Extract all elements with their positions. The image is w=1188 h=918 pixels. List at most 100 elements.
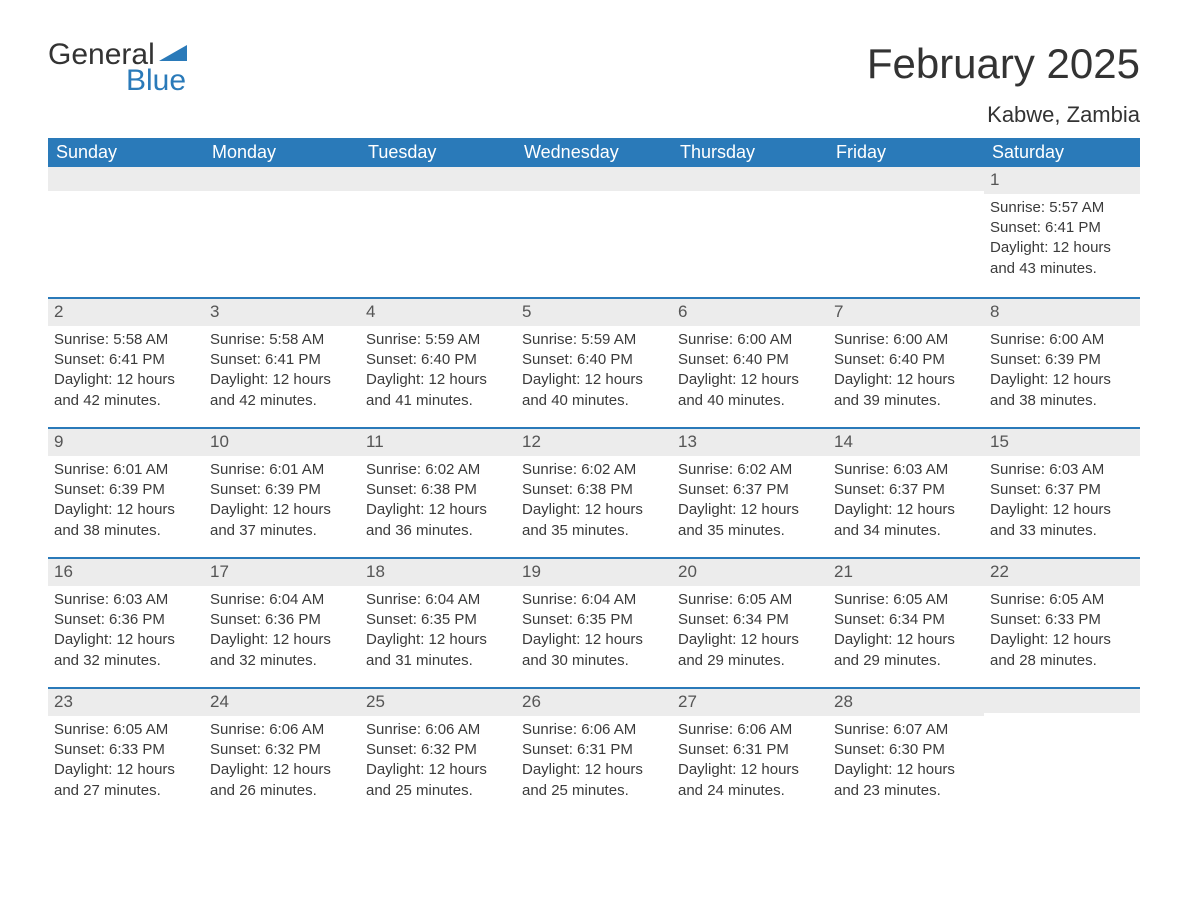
sunset-line: Sunset: 6:35 PM bbox=[522, 610, 666, 630]
daylight-line: Daylight: 12 hours and 41 minutes. bbox=[366, 370, 510, 411]
day-number: 15 bbox=[984, 429, 1140, 456]
day-header: Monday bbox=[204, 138, 360, 167]
day-details: Sunrise: 5:59 AMSunset: 6:40 PMDaylight:… bbox=[360, 326, 516, 427]
sunrise-line: Sunrise: 6:00 AM bbox=[834, 330, 978, 350]
day-details: Sunrise: 6:06 AMSunset: 6:31 PMDaylight:… bbox=[672, 716, 828, 817]
daylight-line: Daylight: 12 hours and 43 minutes. bbox=[990, 238, 1134, 279]
calendar-day: 1 Sunrise: 5:57 AMSunset: 6:41 PMDaylight… bbox=[984, 167, 1140, 297]
day-number: 11 bbox=[360, 429, 516, 456]
sunset-line: Sunset: 6:34 PM bbox=[678, 610, 822, 630]
day-header: Friday bbox=[828, 138, 984, 167]
day-number bbox=[984, 689, 1140, 713]
daylight-line: Daylight: 12 hours and 24 minutes. bbox=[678, 760, 822, 801]
day-details: Sunrise: 6:05 AMSunset: 6:34 PMDaylight:… bbox=[672, 586, 828, 687]
calendar-day: 22Sunrise: 6:05 AMSunset: 6:33 PMDayligh… bbox=[984, 559, 1140, 687]
calendar-day: 9Sunrise: 6:01 AMSunset: 6:39 PMDaylight… bbox=[48, 429, 204, 557]
day-number: 1 bbox=[984, 167, 1140, 194]
day-number: 25 bbox=[360, 689, 516, 716]
sunrise-line: Sunrise: 5:59 AM bbox=[522, 330, 666, 350]
day-number: 5 bbox=[516, 299, 672, 326]
sunrise-line: Sunrise: 6:02 AM bbox=[366, 460, 510, 480]
daylight-line: Daylight: 12 hours and 32 minutes. bbox=[210, 630, 354, 671]
daylight-line: Daylight: 12 hours and 42 minutes. bbox=[54, 370, 198, 411]
sunrise-line: Sunrise: 5:57 AM bbox=[990, 198, 1134, 218]
daylight-line: Daylight: 12 hours and 23 minutes. bbox=[834, 760, 978, 801]
sunrise-line: Sunrise: 6:05 AM bbox=[54, 720, 198, 740]
day-header: Sunday bbox=[48, 138, 204, 167]
calendar-day: 24Sunrise: 6:06 AMSunset: 6:32 PMDayligh… bbox=[204, 689, 360, 817]
sunset-line: Sunset: 6:39 PM bbox=[54, 480, 198, 500]
calendar-day: 19Sunrise: 6:04 AMSunset: 6:35 PMDayligh… bbox=[516, 559, 672, 687]
day-number: 2 bbox=[48, 299, 204, 326]
day-number bbox=[672, 167, 828, 191]
calendar: SundayMondayTuesdayWednesdayThursdayFrid… bbox=[48, 138, 1140, 817]
sunrise-line: Sunrise: 6:02 AM bbox=[522, 460, 666, 480]
day-number: 21 bbox=[828, 559, 984, 586]
daylight-line: Daylight: 12 hours and 25 minutes. bbox=[366, 760, 510, 801]
sunrise-line: Sunrise: 6:00 AM bbox=[990, 330, 1134, 350]
week-row: 23Sunrise: 6:05 AMSunset: 6:33 PMDayligh… bbox=[48, 687, 1140, 817]
day-number bbox=[48, 167, 204, 191]
daylight-line: Daylight: 12 hours and 28 minutes. bbox=[990, 630, 1134, 671]
day-details: Sunrise: 6:05 AMSunset: 6:34 PMDaylight:… bbox=[828, 586, 984, 687]
calendar-day-empty bbox=[516, 167, 672, 297]
sunset-line: Sunset: 6:35 PM bbox=[366, 610, 510, 630]
calendar-day: 5Sunrise: 5:59 AMSunset: 6:40 PMDaylight… bbox=[516, 299, 672, 427]
calendar-day: 16Sunrise: 6:03 AMSunset: 6:36 PMDayligh… bbox=[48, 559, 204, 687]
title-block: February 2025 Kabwe, Zambia bbox=[867, 40, 1140, 128]
calendar-day: 25Sunrise: 6:06 AMSunset: 6:32 PMDayligh… bbox=[360, 689, 516, 817]
daylight-line: Daylight: 12 hours and 39 minutes. bbox=[834, 370, 978, 411]
day-number: 4 bbox=[360, 299, 516, 326]
sunset-line: Sunset: 6:34 PM bbox=[834, 610, 978, 630]
day-number: 27 bbox=[672, 689, 828, 716]
sunset-line: Sunset: 6:41 PM bbox=[990, 218, 1134, 238]
sunrise-line: Sunrise: 6:05 AM bbox=[678, 590, 822, 610]
week-row: 2Sunrise: 5:58 AMSunset: 6:41 PMDaylight… bbox=[48, 297, 1140, 427]
daylight-line: Daylight: 12 hours and 25 minutes. bbox=[522, 760, 666, 801]
daylight-line: Daylight: 12 hours and 40 minutes. bbox=[678, 370, 822, 411]
day-number: 14 bbox=[828, 429, 984, 456]
day-details: Sunrise: 5:58 AMSunset: 6:41 PMDaylight:… bbox=[204, 326, 360, 427]
sunset-line: Sunset: 6:38 PM bbox=[366, 480, 510, 500]
day-number: 20 bbox=[672, 559, 828, 586]
day-number: 12 bbox=[516, 429, 672, 456]
day-details: Sunrise: 6:02 AMSunset: 6:37 PMDaylight:… bbox=[672, 456, 828, 557]
calendar-day: 6Sunrise: 6:00 AMSunset: 6:40 PMDaylight… bbox=[672, 299, 828, 427]
daylight-line: Daylight: 12 hours and 30 minutes. bbox=[522, 630, 666, 671]
day-details: Sunrise: 6:05 AMSunset: 6:33 PMDaylight:… bbox=[984, 586, 1140, 687]
day-number: 26 bbox=[516, 689, 672, 716]
day-number bbox=[828, 167, 984, 191]
sunrise-line: Sunrise: 6:04 AM bbox=[210, 590, 354, 610]
calendar-day-empty bbox=[984, 689, 1140, 817]
day-details: Sunrise: 6:04 AMSunset: 6:36 PMDaylight:… bbox=[204, 586, 360, 687]
daylight-line: Daylight: 12 hours and 31 minutes. bbox=[366, 630, 510, 671]
sunset-line: Sunset: 6:36 PM bbox=[210, 610, 354, 630]
day-number: 17 bbox=[204, 559, 360, 586]
sunset-line: Sunset: 6:38 PM bbox=[522, 480, 666, 500]
week-row: 9Sunrise: 6:01 AMSunset: 6:39 PMDaylight… bbox=[48, 427, 1140, 557]
sunrise-line: Sunrise: 6:03 AM bbox=[54, 590, 198, 610]
calendar-day-empty bbox=[204, 167, 360, 297]
daylight-line: Daylight: 12 hours and 38 minutes. bbox=[990, 370, 1134, 411]
day-number: 13 bbox=[672, 429, 828, 456]
calendar-day: 2 Sunrise: 5:58 AMSunset: 6:41 PMDaylight… bbox=[48, 299, 204, 427]
day-number: 23 bbox=[48, 689, 204, 716]
weeks-container: 1Sunrise: 5:57 AMSunset: 6:41 PMDaylight… bbox=[48, 167, 1140, 817]
daylight-line: Daylight: 12 hours and 42 minutes. bbox=[210, 370, 354, 411]
daylight-line: Daylight: 12 hours and 34 minutes. bbox=[834, 500, 978, 541]
day-number bbox=[360, 167, 516, 191]
sunset-line: Sunset: 6:40 PM bbox=[678, 350, 822, 370]
sunrise-line: Sunrise: 5:58 AM bbox=[54, 330, 198, 350]
calendar-day: 18Sunrise: 6:04 AMSunset: 6:35 PMDayligh… bbox=[360, 559, 516, 687]
brand-logo: General Blue bbox=[48, 40, 187, 96]
month-title: February 2025 bbox=[867, 40, 1140, 88]
sunset-line: Sunset: 6:40 PM bbox=[366, 350, 510, 370]
sunrise-line: Sunrise: 6:04 AM bbox=[366, 590, 510, 610]
sunset-line: Sunset: 6:41 PM bbox=[54, 350, 198, 370]
calendar-day: 21Sunrise: 6:05 AMSunset: 6:34 PMDayligh… bbox=[828, 559, 984, 687]
day-details: Sunrise: 6:02 AMSunset: 6:38 PMDaylight:… bbox=[516, 456, 672, 557]
day-number bbox=[204, 167, 360, 191]
day-number: 19 bbox=[516, 559, 672, 586]
header: General Blue February 2025 Kabwe, Zambia bbox=[48, 40, 1140, 128]
calendar-day: 14Sunrise: 6:03 AMSunset: 6:37 PMDayligh… bbox=[828, 429, 984, 557]
